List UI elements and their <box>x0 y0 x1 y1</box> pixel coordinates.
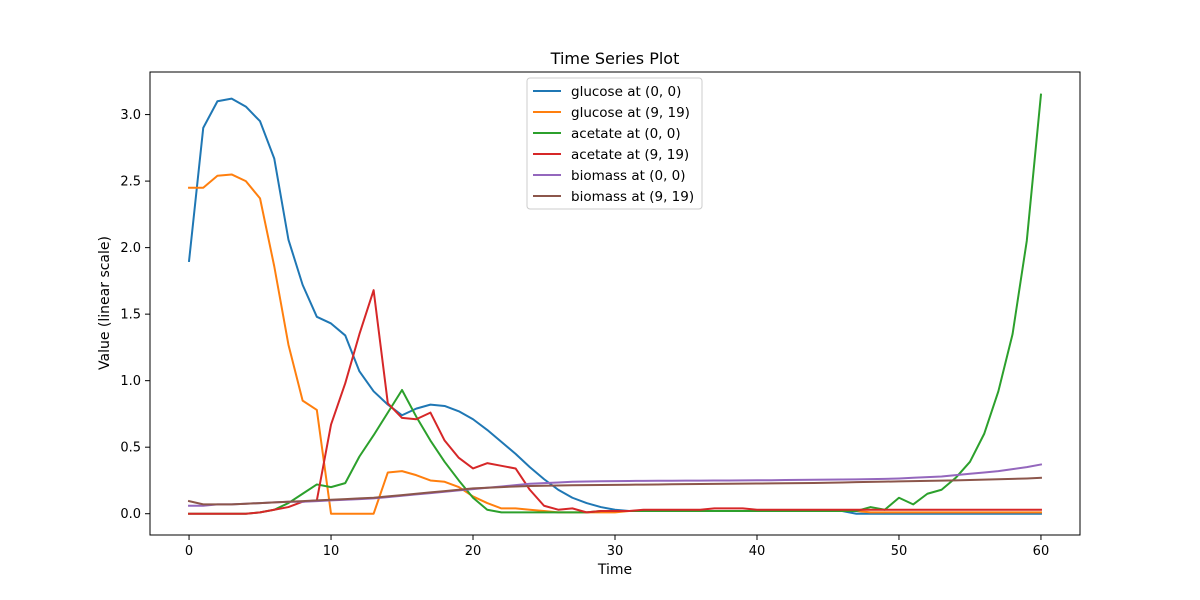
x-tick-label-4: 40 <box>749 544 766 559</box>
y-tick-label-3: 1.5 <box>120 308 141 323</box>
chart-title: Time Series Plot <box>550 49 680 68</box>
legend-label-2: acetate at (0, 0) <box>571 126 681 142</box>
y-tick-label-6: 3.0 <box>120 108 141 123</box>
x-tick-label-1: 10 <box>323 544 340 559</box>
y-axis-label: Value (linear scale) <box>97 236 113 370</box>
x-tick-label-5: 50 <box>891 544 908 559</box>
x-tick-label-0: 0 <box>185 544 193 559</box>
series-line-3 <box>188 289 1042 515</box>
x-tick-label-2: 20 <box>465 544 482 559</box>
legend-box <box>526 77 703 210</box>
y-tick-label-2: 1.0 <box>120 374 141 389</box>
series-line-5 <box>187 476 1042 506</box>
y-tick-label-0: 0.0 <box>120 507 141 522</box>
legend: glucose at (0, 0) glucose at (9, 19) aceta… <box>526 77 703 210</box>
y-tick-label-5: 2.5 <box>120 175 141 190</box>
series-line-0 <box>187 97 1042 515</box>
legend-items: glucose at (0, 0) glucose at (9, 19) aceta… <box>533 84 694 205</box>
x-tick-label-3: 30 <box>607 544 624 559</box>
x-axis: 0 10 20 30 40 50 60 <box>185 535 1049 559</box>
y-tick-label-1: 0.5 <box>120 441 141 456</box>
legend-label-3: acetate at (9, 19) <box>571 147 689 163</box>
legend-label-4: biomass at (0, 0) <box>571 168 686 184</box>
x-axis-label: Time <box>597 562 632 578</box>
series-line-1 <box>188 173 1042 515</box>
x-tick-label-6: 60 <box>1033 544 1050 559</box>
y-axis: 0.0 0.5 1.0 1.5 2.0 2.5 3.0 <box>120 108 150 522</box>
legend-label-0: glucose at (0, 0) <box>571 84 681 100</box>
y-tick-label-4: 2.0 <box>120 241 141 256</box>
legend-label-5: biomass at (9, 19) <box>571 189 694 205</box>
legend-label-1: glucose at (9, 19) <box>571 105 690 121</box>
series-layer <box>187 93 1043 515</box>
